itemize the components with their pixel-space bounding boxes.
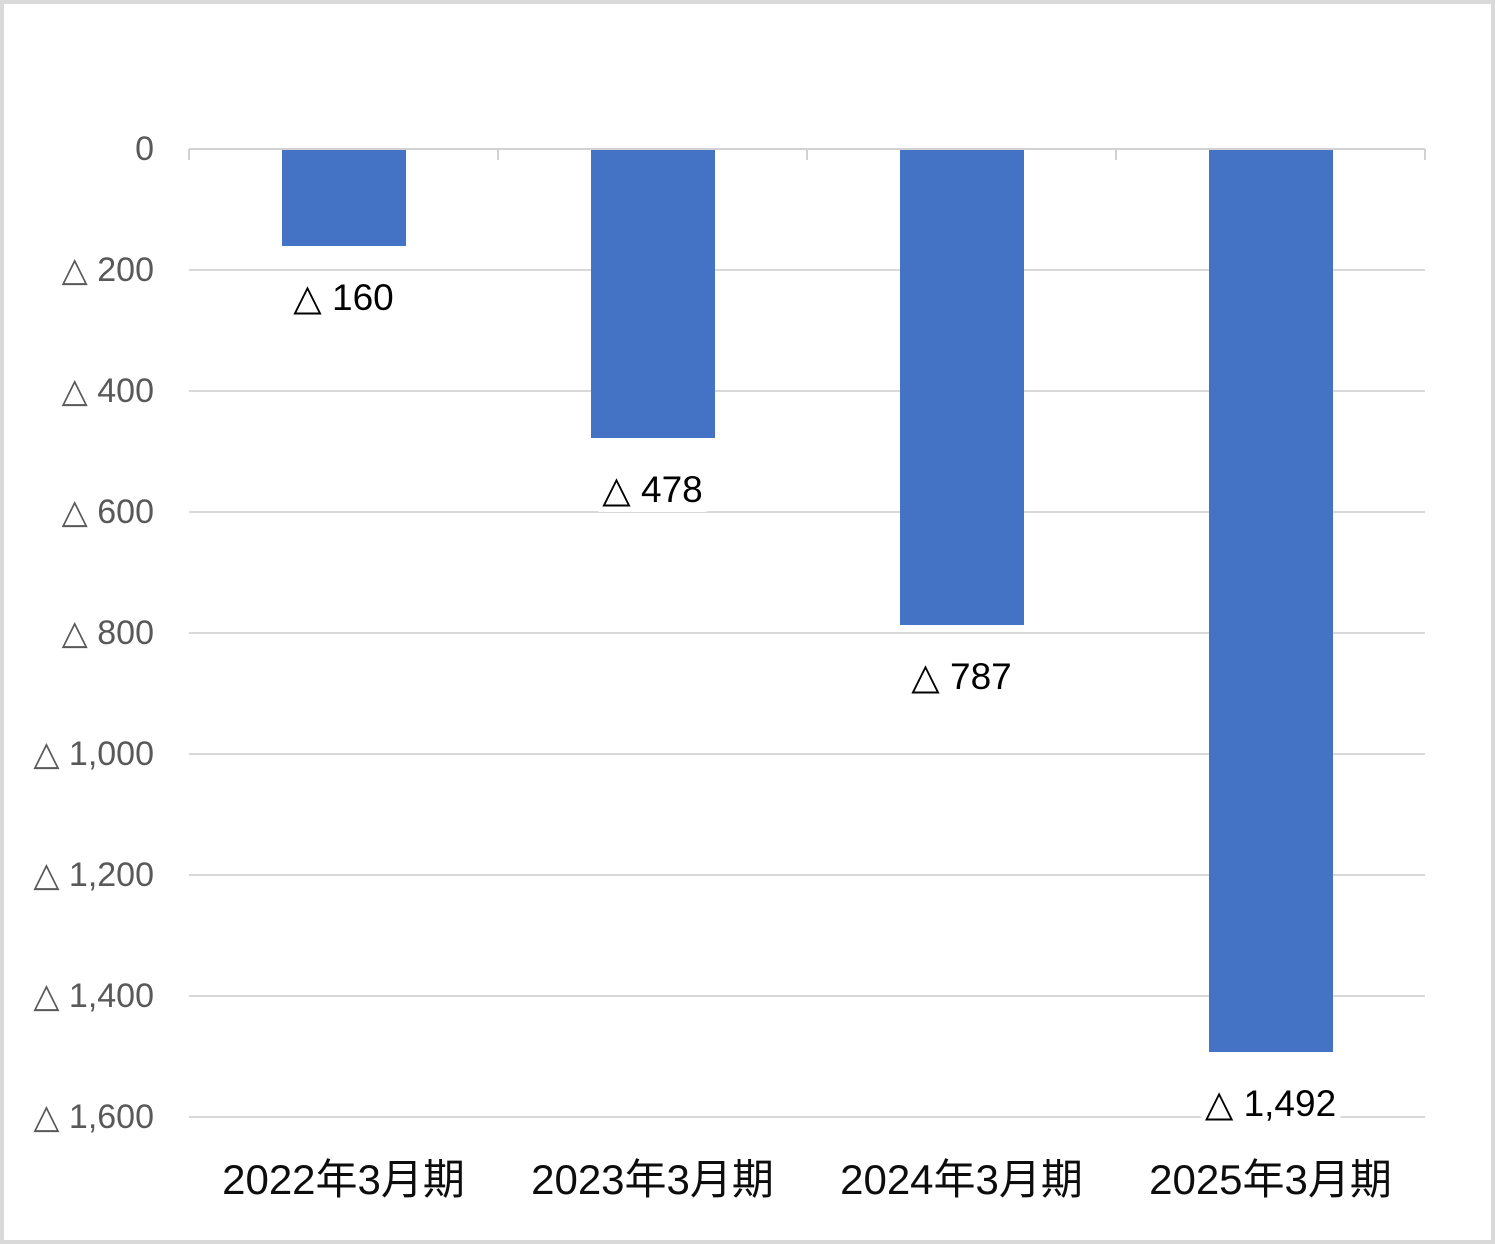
- x-axis-category-label: 2024年3月期: [840, 1156, 1083, 1203]
- y-axis-tick-label: △ 1,400: [33, 977, 154, 1015]
- axis-tick-mark: [188, 149, 190, 160]
- axis-tick-mark: [1115, 149, 1117, 160]
- bar-data-label: △ 478: [598, 468, 707, 513]
- x-axis-category-label: 2023年3月期: [531, 1156, 774, 1203]
- axis-tick-mark: [497, 149, 499, 160]
- y-axis-tick-label: △ 1,200: [33, 856, 154, 894]
- labels-layer: 0 △ 200 △ 400 △ 600 △ 800 △ 1,000 △ 1,200 △ 1,4…: [4, 4, 1491, 1240]
- bars-layer: [4, 4, 1491, 1240]
- x-axis-category-label: 2022年3月期: [222, 1156, 465, 1203]
- axis-tick-mark: [1424, 149, 1426, 160]
- y-axis-tick-label: 0: [135, 130, 154, 168]
- axis-tick-mark: [806, 149, 808, 160]
- y-axis-tick-label: △ 400: [61, 372, 154, 410]
- bar: [899, 150, 1024, 626]
- y-axis-tick-label: △ 200: [61, 251, 154, 289]
- bar: [281, 150, 406, 246]
- y-axis-tick-label: △ 600: [61, 493, 154, 531]
- y-axis-tick-label: △ 800: [61, 614, 154, 652]
- axis-layer: [4, 4, 1491, 1240]
- bar-data-label: △ 787: [907, 655, 1016, 700]
- x-axis-category-label: 2025年3月期: [1149, 1156, 1392, 1203]
- bar: [590, 150, 715, 439]
- bar-data-label: △ 160: [289, 275, 398, 320]
- bar: [1208, 150, 1333, 1052]
- y-axis-tick-label: △ 1,000: [33, 735, 154, 773]
- bar-data-label: △ 1,492: [1200, 1081, 1341, 1126]
- y-axis-tick-label: △ 1,600: [33, 1098, 154, 1136]
